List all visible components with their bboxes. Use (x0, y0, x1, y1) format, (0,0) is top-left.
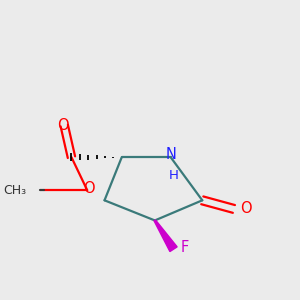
Text: F: F (181, 240, 189, 255)
Text: O: O (57, 118, 69, 133)
Polygon shape (154, 220, 177, 252)
Text: CH₃: CH₃ (4, 184, 27, 197)
Text: H: H (169, 169, 178, 182)
Text: N: N (165, 147, 176, 162)
Text: O: O (83, 181, 94, 196)
Text: O: O (240, 201, 251, 216)
